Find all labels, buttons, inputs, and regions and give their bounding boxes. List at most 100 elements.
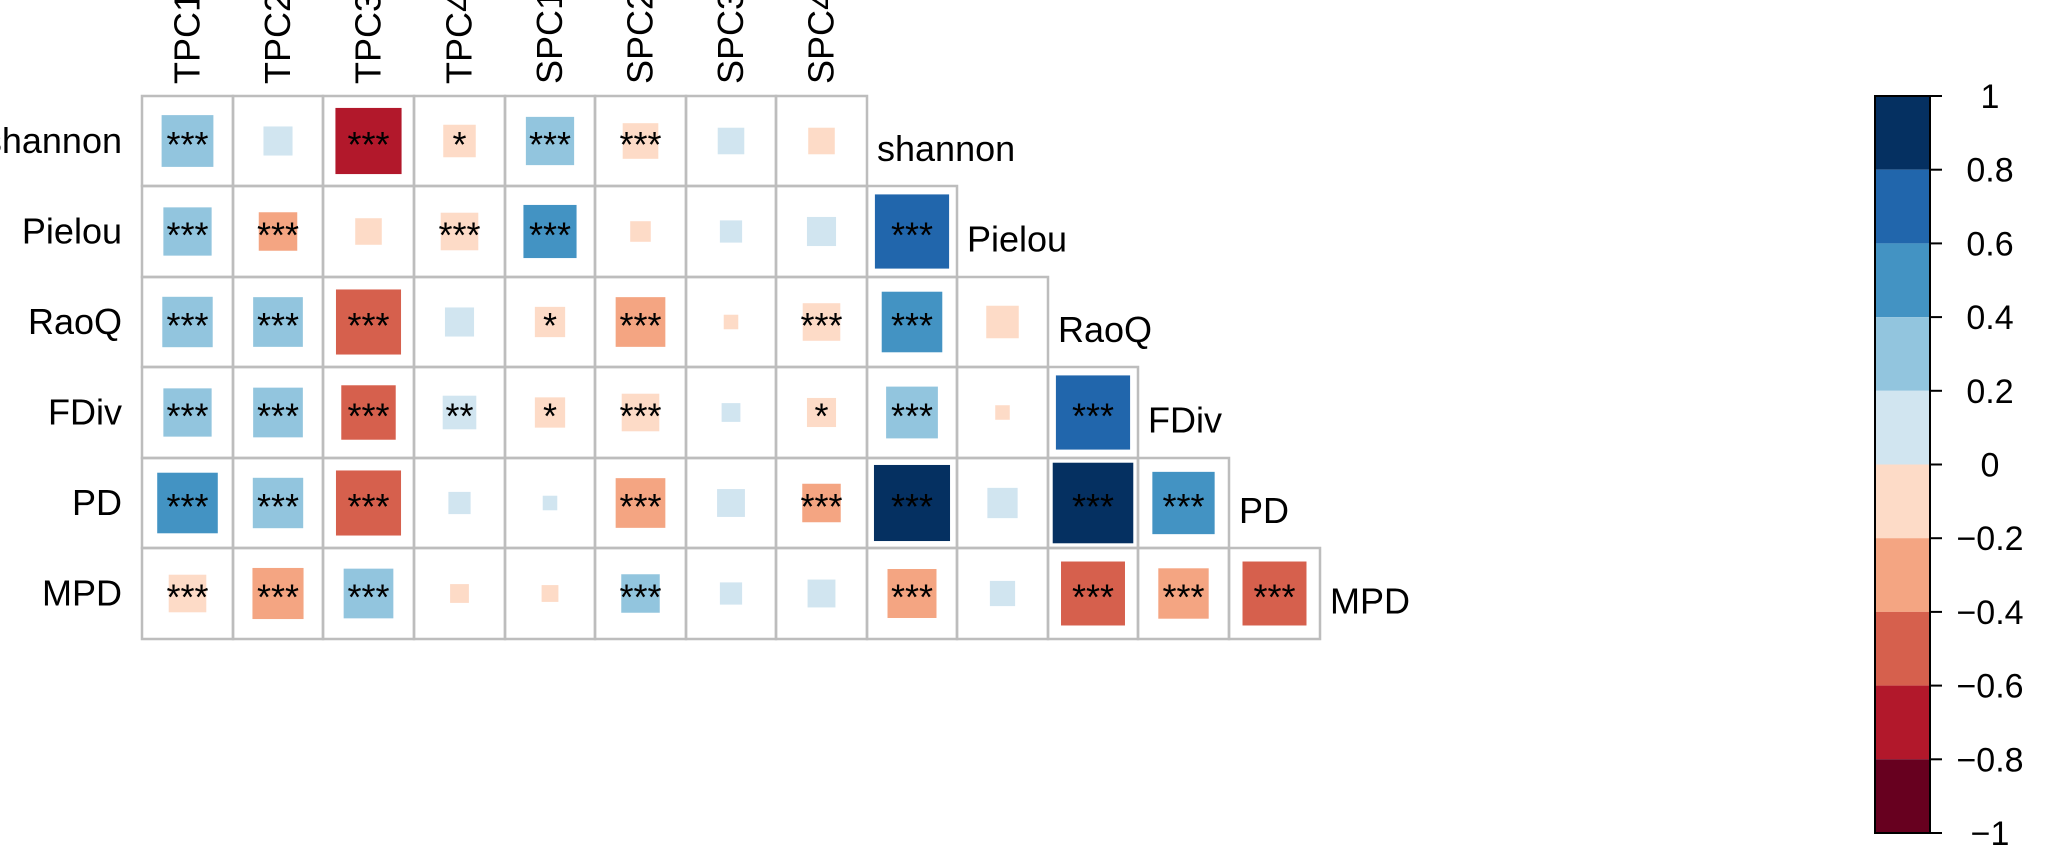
significance-label: ***	[166, 577, 208, 618]
cell-border-lt-5-4	[1227, 546, 1322, 641]
cell-square-1-1	[258, 212, 298, 251]
cell-square-5-1	[252, 567, 304, 620]
colorbar-tick-label: 0	[1981, 447, 2000, 485]
cell-square-5-0	[168, 574, 207, 613]
significance-label: ***	[1162, 486, 1204, 527]
cell-square-1-5	[630, 221, 651, 242]
cell-square-2-0	[162, 296, 213, 348]
significance-label: ***	[347, 305, 389, 346]
cell-square-0-4	[525, 116, 575, 166]
significance-label: ***	[347, 396, 389, 437]
cell-square-0-5	[622, 123, 659, 159]
significance-layer: *** *** * *** ****** *** *** ****** *** *** * *** **…	[166, 124, 1295, 618]
significance-label: ***	[891, 215, 933, 256]
colorbar-bin-3	[1875, 317, 1930, 391]
cell-square-3-1	[253, 387, 303, 438]
colorbar-bin-4	[1875, 390, 1930, 465]
row-label-pd: PD	[72, 482, 122, 523]
cell-square-3-5	[621, 393, 660, 432]
significance-label: ***	[619, 486, 661, 527]
significance-label: ***	[1072, 396, 1114, 437]
cell-square-3-0	[163, 388, 212, 437]
column-label-spc4: SPC4	[801, 0, 842, 84]
diagonal-label-mpd: MPD	[1330, 581, 1410, 622]
significance-label: **	[445, 396, 473, 437]
colorbar-bin-7	[1875, 611, 1930, 686]
cell-square-4-0	[157, 472, 218, 534]
cell-square-1-6	[719, 220, 743, 243]
significance-label: ***	[619, 396, 661, 437]
cell-square-lt-4-3	[1152, 471, 1215, 535]
significance-label: ***	[891, 305, 933, 346]
cell-square-3-3	[442, 395, 477, 430]
cell-square-4-7	[802, 483, 841, 523]
colorbar-tick-label: 0.4	[1966, 299, 2013, 337]
colorbar-tick-label: 0.6	[1966, 225, 2013, 263]
significance-label: ***	[257, 577, 299, 618]
cell-square-1-3	[440, 212, 479, 251]
significance-label: *	[543, 396, 557, 437]
significance-label: ***	[891, 396, 933, 437]
significance-label: ***	[166, 124, 208, 165]
cell-square-1-0	[163, 207, 212, 256]
significance-label: ***	[166, 215, 208, 256]
significance-label: ***	[800, 486, 842, 527]
colorbar-bin-2	[1875, 243, 1930, 318]
significance-label: ***	[166, 396, 208, 437]
cell-square-5-2	[343, 568, 394, 619]
significance-label: ***	[166, 305, 208, 346]
cell-square-4-6	[717, 489, 745, 517]
cell-square-2-1	[253, 297, 303, 347]
row-label-shannon: shannon	[0, 120, 122, 161]
colorbar-tick-label: −0.8	[1956, 741, 2023, 779]
colorbar-tick-label: 0.8	[1966, 152, 2013, 190]
row-label-fdiv: FDiv	[48, 392, 122, 433]
cell-square-3-2	[341, 385, 396, 440]
cell-square-lt-2-1	[986, 305, 1019, 339]
significance-label: ***	[347, 486, 389, 527]
significance-label: *	[543, 305, 557, 346]
cell-square-2-4	[534, 306, 566, 338]
cell-square-1-7	[806, 216, 837, 247]
cell-square-5-7	[807, 579, 836, 608]
cell-square-2-2	[335, 289, 402, 355]
cells-layer	[157, 107, 1307, 626]
cell-square-2-6	[723, 314, 739, 330]
colorbar-tick-label: −0.6	[1956, 668, 2023, 706]
cell-square-3-7	[806, 397, 837, 428]
labels-layer: TPC1 TPC2 TPC3 TPC4 SPC1 SPC2 SPC3 SPC4 shannon P…	[0, 0, 1410, 622]
cell-square-4-4	[542, 495, 558, 511]
column-label-spc3: SPC3	[710, 0, 751, 84]
cell-square-lt-3-1	[995, 405, 1010, 420]
diagonal-label-raoq: RaoQ	[1058, 309, 1152, 350]
significance-label: ***	[619, 124, 661, 165]
cell-square-0-1	[263, 126, 293, 156]
cell-square-lt-5-1	[989, 580, 1016, 607]
significance-label: ***	[257, 396, 299, 437]
significance-label: ***	[1072, 577, 1114, 618]
row-label-raoq: RaoQ	[28, 301, 122, 342]
diagonal-label-pd: PD	[1239, 490, 1289, 531]
cell-square-lt-4-0	[873, 464, 951, 542]
cell-borders	[140, 94, 1322, 641]
cell-square-4-3	[448, 491, 471, 515]
significance-label: ***	[1253, 577, 1295, 618]
significance-label: ***	[257, 486, 299, 527]
significance-label: ***	[891, 486, 933, 527]
colorbar-bin-1	[1875, 169, 1930, 244]
column-label-spc2: SPC2	[620, 0, 661, 84]
column-label-tpc4: TPC4	[439, 0, 480, 84]
cell-square-5-5	[621, 574, 660, 613]
significance-label: ***	[166, 486, 208, 527]
cell-square-lt-5-3	[1158, 568, 1209, 619]
cell-square-lt-5-2	[1061, 561, 1125, 626]
cell-square-0-6	[717, 127, 745, 155]
cell-square-0-7	[808, 127, 835, 155]
significance-label: ***	[257, 215, 299, 256]
cell-square-3-6	[721, 403, 741, 422]
colorbar-tick-label: 0.2	[1966, 373, 2013, 411]
column-label-tpc1: TPC1	[167, 0, 208, 84]
significance-label: ***	[891, 577, 933, 618]
cell-square-lt-3-0	[886, 386, 938, 439]
